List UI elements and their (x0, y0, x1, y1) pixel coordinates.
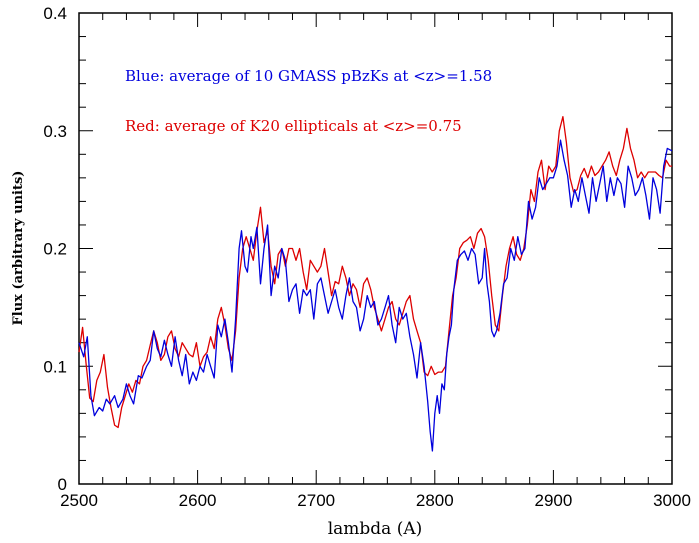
y-tick-label: 0 (58, 475, 67, 494)
legend-blue: Blue: average of 10 GMASS pBzKs at <z>=1… (125, 67, 492, 85)
x-tick-label: 2900 (534, 491, 572, 510)
x-tick-label: 2700 (297, 491, 335, 510)
y-tick-labels: 0 0.1 0.2 0.3 0.4 (43, 4, 67, 494)
x-tick-label: 2800 (416, 491, 454, 510)
series-line-blue (78, 139, 673, 452)
series-lines (78, 115, 673, 452)
x-tick-label: 2500 (60, 491, 98, 510)
minor-ticks (79, 13, 672, 484)
series-line-red (78, 115, 672, 429)
x-axis-title: lambda (A) (328, 519, 423, 539)
x-tick-labels: 2500 2600 2700 2800 2900 3000 (60, 491, 691, 510)
y-axis-title: Flux (arbitrary units) (11, 171, 26, 326)
x-tick-label: 3000 (653, 491, 691, 510)
legend-red: Red: average of K20 ellipticals at <z>=0… (125, 117, 462, 135)
major-ticks (78, 12, 673, 485)
y-tick-label: 0.4 (43, 4, 67, 23)
x-tick-label: 2600 (179, 491, 217, 510)
y-tick-label: 0.3 (43, 122, 67, 141)
y-tick-label: 0.2 (43, 240, 67, 259)
y-tick-label: 0.1 (43, 357, 67, 376)
